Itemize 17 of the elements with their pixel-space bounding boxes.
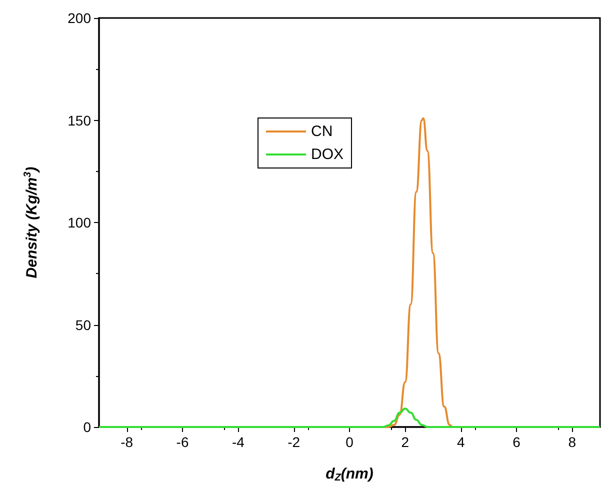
x-tick-label: 2 xyxy=(401,434,410,450)
x-tick-label: 0 xyxy=(346,434,354,450)
x-tick-label: -2 xyxy=(288,434,300,450)
legend-label: CN xyxy=(311,123,333,140)
x-tick-label: 6 xyxy=(512,434,521,450)
y-tick-label: 100 xyxy=(68,214,92,230)
x-tick-label: 4 xyxy=(456,434,465,450)
x-tick-label: -8 xyxy=(120,434,134,450)
x-tick-label: -6 xyxy=(176,434,189,450)
x-tick-label: 8 xyxy=(568,434,576,450)
y-tick-label: 150 xyxy=(68,112,92,128)
y-axis-title: Density (Kg/m3) xyxy=(22,166,40,278)
legend-label: DOX xyxy=(311,146,344,163)
y-tick-label: 50 xyxy=(75,316,92,333)
y-tick-label: 200 xyxy=(68,10,92,26)
x-tick-label: -4 xyxy=(232,434,245,450)
y-tick-label: 0 xyxy=(83,419,92,435)
